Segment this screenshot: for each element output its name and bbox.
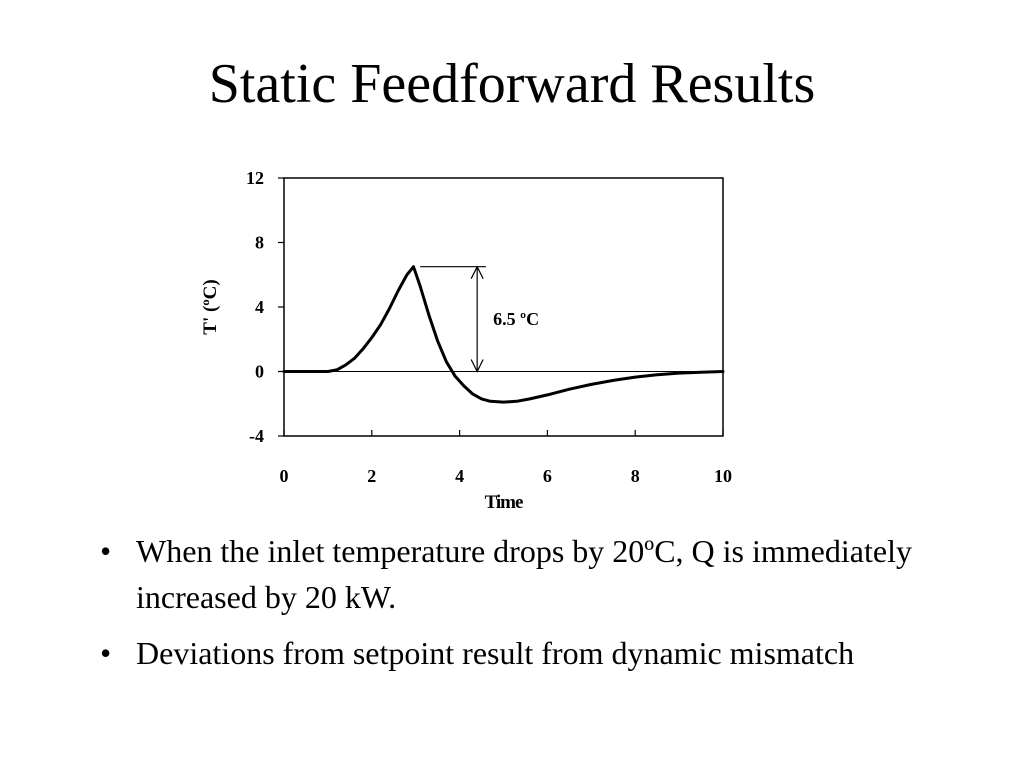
bullet-glyph: •: [100, 533, 112, 569]
bullet-item: • Deviations from setpoint result from d…: [96, 630, 916, 676]
y-axis: -4 0 4 8 12: [246, 168, 284, 446]
bullet-list: • When the inlet temperature drops by 20…: [96, 528, 916, 686]
x-tick-label: 10: [714, 466, 732, 486]
bullet-item: • When the inlet temperature drops by 20…: [96, 528, 916, 620]
y-tick-label: -4: [249, 426, 264, 446]
x-tick-label: 2: [367, 466, 376, 486]
slide-title: Static Feedforward Results: [208, 53, 816, 115]
y-tick-label: 4: [255, 297, 264, 317]
x-tick-label: 0: [280, 466, 289, 486]
x-axis: 0 2 4 6 8 10: [280, 430, 732, 486]
x-axis-label: Time: [485, 492, 523, 513]
bullet-text: Deviations from setpoint result from dyn…: [136, 635, 855, 671]
series-line: [282, 265, 725, 404]
annotation-arrowhead-top: [470, 265, 484, 279]
x-tick-label: 6: [543, 466, 552, 486]
y-axis-label: T' (ºC): [200, 279, 221, 334]
chart: -4 0 4 8 12 0 2 4 6 8 10 6.5 ºC Time T' (ºC): [180, 150, 780, 530]
x-tick-label: 8: [631, 466, 640, 486]
x-tick-label: 4: [455, 466, 464, 486]
y-tick-label: 8: [255, 233, 264, 253]
temperature-deviation-chart: -4 0 4 8 12 0 2 4 6 8 10 6.5 ºC Time T' (ºC): [200, 168, 732, 513]
peak-deviation-annotation: 6.5 ºC: [420, 265, 539, 373]
bullet-glyph: •: [100, 635, 112, 671]
plot-area-frame: [283, 177, 724, 437]
y-tick-label: 12: [246, 168, 264, 188]
annotation-label: 6.5 ºC: [493, 309, 539, 329]
bullet-text: When the inlet temperature drops by 20ºC…: [136, 533, 912, 615]
y-tick-label: 0: [255, 362, 264, 382]
annotation-arrowhead-bottom: [470, 359, 484, 373]
